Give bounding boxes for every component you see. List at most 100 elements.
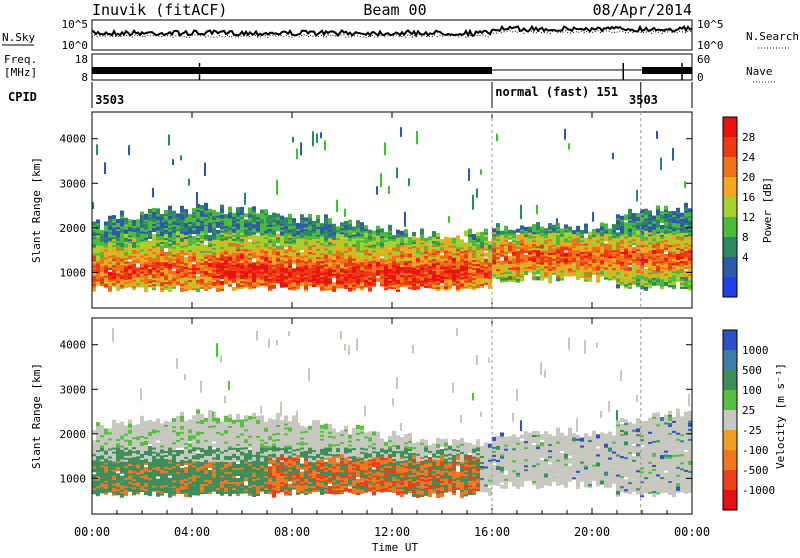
range-time-cell <box>680 213 684 217</box>
range-time-cell <box>136 267 140 271</box>
range-time-cell <box>604 254 608 258</box>
range-time-cell <box>456 235 460 239</box>
range-time-cell <box>672 211 676 215</box>
range-time-cell <box>408 178 410 186</box>
range-time-cell <box>524 255 528 259</box>
range-time-cell <box>156 249 160 253</box>
range-time-cell <box>360 282 364 286</box>
range-time-cell <box>556 267 560 271</box>
range-time-cell <box>496 273 500 277</box>
range-time-cell <box>652 282 656 286</box>
range-time-cell <box>636 213 640 217</box>
range-time-cell <box>156 419 160 423</box>
range-time-cell <box>116 467 120 471</box>
range-time-cell <box>144 224 148 228</box>
range-time-cell <box>576 260 580 264</box>
colorbar-swatch <box>723 277 737 297</box>
range-time-cell <box>204 261 208 265</box>
range-time-cell <box>400 267 404 271</box>
range-time-cell <box>480 169 482 174</box>
range-time-cell <box>236 207 240 211</box>
range-time-cell <box>268 221 272 225</box>
range-time-cell <box>116 237 120 241</box>
range-time-cell <box>344 209 346 217</box>
range-time-cell <box>564 247 568 251</box>
range-time-cell <box>520 225 524 229</box>
range-time-cell <box>140 252 144 256</box>
range-time-cell <box>688 236 692 240</box>
range-time-cell <box>324 140 326 150</box>
range-time-cell <box>316 273 320 277</box>
range-time-cell <box>612 252 616 256</box>
range-time-cell <box>212 236 216 240</box>
colorbar-tick-label: 16 <box>742 191 755 204</box>
range-time-cell <box>492 228 496 232</box>
range-time-cell <box>228 207 232 211</box>
range-time-cell <box>572 242 576 246</box>
range-time-cell <box>160 432 164 436</box>
range-time-cell <box>232 247 236 251</box>
range-time-cell <box>476 189 478 198</box>
range-time-cell <box>188 179 190 186</box>
range-time-cell <box>240 221 244 225</box>
range-time-cell <box>148 245 152 249</box>
range-time-cell <box>132 475 136 479</box>
range-time-cell <box>256 274 260 278</box>
range-time-cell <box>324 255 328 259</box>
range-time-cell <box>252 244 256 248</box>
range-time-cell <box>516 251 520 255</box>
range-time-cell <box>264 239 268 243</box>
range-time-cell <box>276 228 280 232</box>
range-time-cell <box>152 476 156 480</box>
range-time-cell <box>220 281 224 285</box>
range-time-cell <box>252 234 256 238</box>
range-time-cell <box>240 207 244 211</box>
range-time-cell <box>440 275 444 279</box>
range-time-cell <box>172 159 174 165</box>
noise-right-label: N.Search <box>746 30 799 43</box>
power-heatmap <box>92 127 692 292</box>
range-time-cell <box>624 222 628 226</box>
range-time-cell <box>240 229 244 233</box>
range-time-cell <box>148 233 152 237</box>
range-time-cell <box>340 264 344 268</box>
range-time-cell <box>440 255 444 259</box>
range-time-cell <box>284 217 288 221</box>
noise-left-tick-bottom: 10^0 <box>62 39 89 52</box>
range-time-cell <box>144 483 148 487</box>
range-time-cell <box>424 278 428 282</box>
range-time-cell <box>128 145 130 155</box>
range-time-cell <box>272 243 276 247</box>
range-time-cell <box>548 245 552 249</box>
range-time-cell <box>280 282 284 286</box>
range-time-cell <box>108 453 112 457</box>
range-time-cell <box>96 256 100 260</box>
range-time-cell <box>196 222 200 226</box>
range-time-cell <box>624 261 628 265</box>
range-time-cell <box>688 254 692 258</box>
date-title: 08/Apr/2014 <box>593 1 692 19</box>
range-time-cell <box>468 229 472 233</box>
range-time-cell <box>204 203 208 207</box>
range-time-cell <box>132 425 136 429</box>
range-time-cell <box>636 269 640 273</box>
range-time-cell <box>128 420 132 424</box>
range-time-cell <box>512 248 516 252</box>
colorbar-swatch <box>723 157 737 177</box>
colorbar-swatch <box>723 137 737 157</box>
nave-label: Nave <box>746 65 773 78</box>
range-time-cell <box>208 213 210 219</box>
range-time-cell <box>112 275 116 279</box>
range-time-cell <box>396 230 400 234</box>
range-time-cell <box>468 279 472 283</box>
range-time-cell <box>512 258 516 262</box>
range-time-cell <box>196 288 200 292</box>
range-time-cell <box>96 219 100 223</box>
range-time-cell <box>496 134 498 142</box>
range-time-cell <box>516 235 520 239</box>
range-time-cell <box>136 440 140 444</box>
range-time-cell <box>152 234 156 238</box>
range-time-cell <box>228 243 232 247</box>
range-time-cell <box>328 280 332 284</box>
range-time-cell <box>100 278 104 282</box>
